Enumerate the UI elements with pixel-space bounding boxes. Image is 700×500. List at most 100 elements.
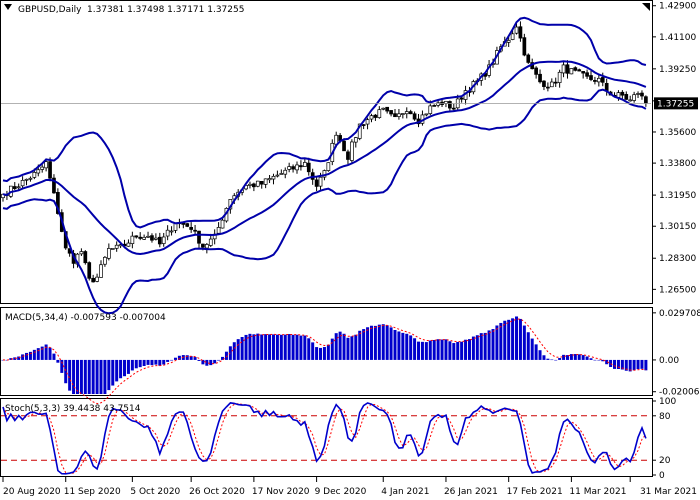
candle xyxy=(573,66,578,72)
macd-bar xyxy=(550,359,554,361)
macd-bar xyxy=(173,357,177,360)
candle xyxy=(283,167,288,179)
price-tick-label: 1.39250 xyxy=(659,65,696,75)
stoch-tick-label: 100 xyxy=(659,397,676,407)
macd-bar xyxy=(83,359,87,394)
candle xyxy=(263,178,268,189)
candle xyxy=(161,232,166,247)
candle xyxy=(581,71,586,79)
corner-arrow-icon[interactable] xyxy=(642,3,650,11)
macd-bar xyxy=(420,341,424,360)
candle xyxy=(393,109,397,118)
macd-bar xyxy=(170,359,174,361)
candle xyxy=(52,174,56,194)
macd-bar xyxy=(417,341,421,360)
macd-bar xyxy=(342,333,346,360)
candle xyxy=(361,124,366,130)
macd-bar xyxy=(511,318,515,360)
macd-bar xyxy=(401,332,405,360)
macd-bar xyxy=(244,334,248,360)
candle xyxy=(185,222,190,228)
candle xyxy=(134,235,139,239)
macd-bar xyxy=(530,338,534,360)
candle xyxy=(632,91,636,103)
date-tick-label: 4 Jan 2021 xyxy=(381,487,429,497)
candle xyxy=(373,114,378,121)
candle xyxy=(169,226,174,236)
macd-bar xyxy=(268,334,272,360)
macd-bar xyxy=(303,335,307,360)
stoch-tick-label: 0 xyxy=(659,471,665,481)
macd-bar xyxy=(369,325,373,360)
collapse-arrow-icon[interactable] xyxy=(4,4,12,10)
candle xyxy=(252,182,256,192)
candle xyxy=(448,100,452,111)
candle xyxy=(549,78,554,88)
candle xyxy=(291,164,295,173)
candle xyxy=(306,157,311,176)
candle xyxy=(326,162,331,172)
macd-bar xyxy=(562,354,566,360)
macd-bar xyxy=(166,359,170,362)
candle xyxy=(404,107,409,119)
stoch-k-line xyxy=(2,402,647,475)
candle xyxy=(267,175,272,184)
macd-bar xyxy=(177,355,181,360)
candle xyxy=(596,73,601,87)
macd-bar xyxy=(193,357,197,360)
macd-bar xyxy=(464,339,468,360)
macd-bar xyxy=(460,341,464,360)
candle xyxy=(389,110,393,117)
macd-title: MACD(5,34,4) -0.007593 -0.007004 xyxy=(5,313,166,323)
candle xyxy=(255,180,260,188)
candle xyxy=(146,231,150,238)
macd-bar xyxy=(221,356,225,360)
macd-bar xyxy=(581,355,585,360)
candle xyxy=(157,232,162,248)
macd-bar xyxy=(146,359,150,365)
macd-bar xyxy=(142,359,146,366)
candle xyxy=(408,109,413,115)
candle xyxy=(165,225,170,241)
macd-bar xyxy=(569,354,573,360)
candle xyxy=(193,224,197,235)
price-tick-label: 1.42900 xyxy=(659,2,696,12)
macd-bar xyxy=(620,359,624,370)
macd-bar xyxy=(424,342,428,360)
price-tick-label: 1.33800 xyxy=(659,159,696,169)
candle xyxy=(87,261,92,281)
macd-bar xyxy=(471,336,475,360)
macd-bar xyxy=(60,359,64,373)
macd-bar xyxy=(158,359,162,366)
macd-bar xyxy=(565,355,569,360)
candle xyxy=(397,108,401,120)
date-tick-label: 31 Mar 2021 xyxy=(640,487,697,497)
macd-bar xyxy=(138,359,142,368)
candle xyxy=(350,139,354,165)
macd-bar xyxy=(13,357,17,360)
candle xyxy=(628,95,633,102)
price-tick-label: 1.26500 xyxy=(659,285,696,295)
macd-bar xyxy=(409,335,413,360)
candle xyxy=(12,182,17,191)
date-tick-label: 17 Feb 2021 xyxy=(507,487,563,497)
price-chart-title: GBPUSD,Daily xyxy=(18,5,82,15)
macd-bar xyxy=(613,359,617,369)
macd-bar xyxy=(413,338,417,360)
candle xyxy=(620,90,625,100)
candle xyxy=(95,273,99,283)
candle xyxy=(577,68,582,72)
macd-bar xyxy=(609,359,613,367)
candle xyxy=(353,136,358,148)
svg-text:1.37255: 1.37255 xyxy=(657,99,694,109)
macd-bar xyxy=(573,354,577,360)
macd-bar xyxy=(64,359,68,384)
candle xyxy=(279,169,284,175)
candle xyxy=(514,22,519,35)
macd-bar xyxy=(295,334,299,360)
candle xyxy=(189,222,194,233)
macd-bar xyxy=(287,334,291,360)
price-tick-label: 1.28300 xyxy=(659,254,696,264)
macd-bar xyxy=(44,344,48,360)
